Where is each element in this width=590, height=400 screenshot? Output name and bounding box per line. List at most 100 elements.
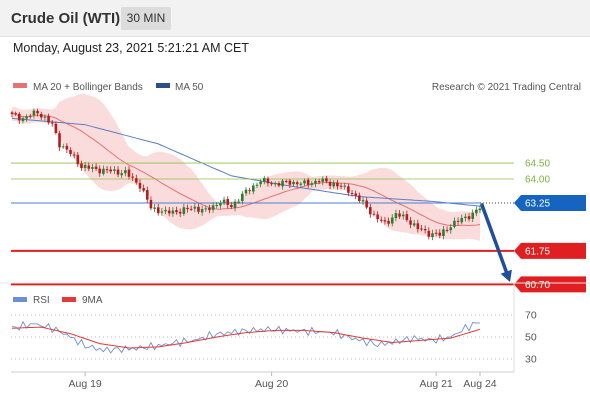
candle-body [295,182,299,185]
candle-body [43,116,47,118]
candle-body [102,168,105,174]
candle-body [91,167,94,169]
candle-body [237,201,240,203]
candle-body [303,180,306,184]
candle-body [18,113,21,121]
bollinger-band-fill [12,93,480,241]
candle-body [32,110,36,116]
candle-body [310,183,314,185]
candle-body [255,184,259,186]
candle-body [434,232,438,234]
chart-header: Crude Oil (WTI) 30 MIN [0,0,590,37]
candle-body [438,232,442,236]
candle-body [339,185,343,187]
candle-body [127,169,131,177]
candle-body [420,228,423,230]
legend-rsi-ma-label: 9MA [82,295,103,306]
candle-body [401,214,405,217]
rsi-tick-label: 30 [525,354,537,366]
candle-body [28,115,32,117]
candle-body [270,183,273,185]
candle-body [167,210,171,214]
support-price-tag [514,242,586,259]
candle-body [178,211,182,214]
candle-body [94,166,98,169]
candle-body [412,223,416,226]
x-tick-label: Aug 21 [419,378,452,390]
candle-body [208,207,211,211]
x-tick-label: Aug 20 [255,378,288,390]
candle-body [288,180,292,185]
candle-body [475,209,478,214]
legend-rsi-ma-swatch [62,297,76,302]
legend-rsi-swatch [13,297,27,302]
candle-body [160,211,164,213]
candle-body [98,168,102,174]
rsi-tick-label: 70 [525,310,537,322]
copyright-label: Research © 2021 Trading Central [432,82,581,93]
candle-body [215,204,219,206]
candle-body [259,181,262,185]
candle-body [69,149,72,154]
candle-body [120,173,123,176]
candle-body [456,220,460,222]
rsi-ma-line [11,326,481,349]
level-labels: 64.50 64.00 63.25 61.75 60.70 [514,159,586,293]
candle-body [113,169,116,171]
candle-body [171,210,175,214]
candle-body [361,200,365,202]
candle-body [332,182,336,187]
legend-ma20-swatch [13,83,27,88]
legend-ma50-swatch [156,83,170,88]
current-price-tag [514,194,586,211]
candle-body [14,113,17,115]
candle-body [471,212,474,219]
candle-body [149,199,153,209]
legend-ma20-label: MA 20 + Bollinger Bands [33,82,143,93]
candle-body [390,217,394,224]
forecast-arrow-shaft [480,203,510,279]
candle-body [193,206,197,209]
rsi-panel: 70 50 30 [11,310,537,366]
ma50-line [11,117,481,207]
candle-body [211,205,215,210]
candle-body [464,216,467,219]
candle-body [252,185,255,192]
candle-body [135,178,138,183]
candle-body [398,213,401,217]
candle-body [372,213,376,215]
candle-body [197,206,200,212]
candle-body [50,122,54,124]
candle-body [299,183,303,185]
candle-body [204,208,208,210]
candle-body [325,178,328,182]
candle-body [423,228,427,231]
candle-body [328,181,332,186]
candle-body [145,190,149,200]
candle-body [189,208,193,210]
candle-body [350,192,354,195]
candle-body [266,178,270,184]
support-price-tag [514,276,586,293]
candlesticks [10,108,482,241]
candle-body [233,201,237,208]
candle-body [277,183,281,186]
timeframe-badge[interactable]: 30 MIN [121,7,171,30]
x-axis: Aug 19 Aug 20 Aug 21 Aug 24 [68,372,497,390]
support-label: 61.75 [525,246,550,257]
candle-body [54,123,58,134]
resistance-label: 64.00 [525,175,550,186]
candle-body [273,183,277,185]
candle-body [244,189,248,194]
candle-body [76,154,80,165]
candle-body [427,230,431,237]
candle-body [72,154,76,156]
price-levels [11,162,514,286]
candle-body [47,116,50,123]
candle-body [153,207,156,209]
candle-body [182,207,186,214]
resistance-label: 64.50 [525,159,550,170]
candle-body [138,182,142,189]
